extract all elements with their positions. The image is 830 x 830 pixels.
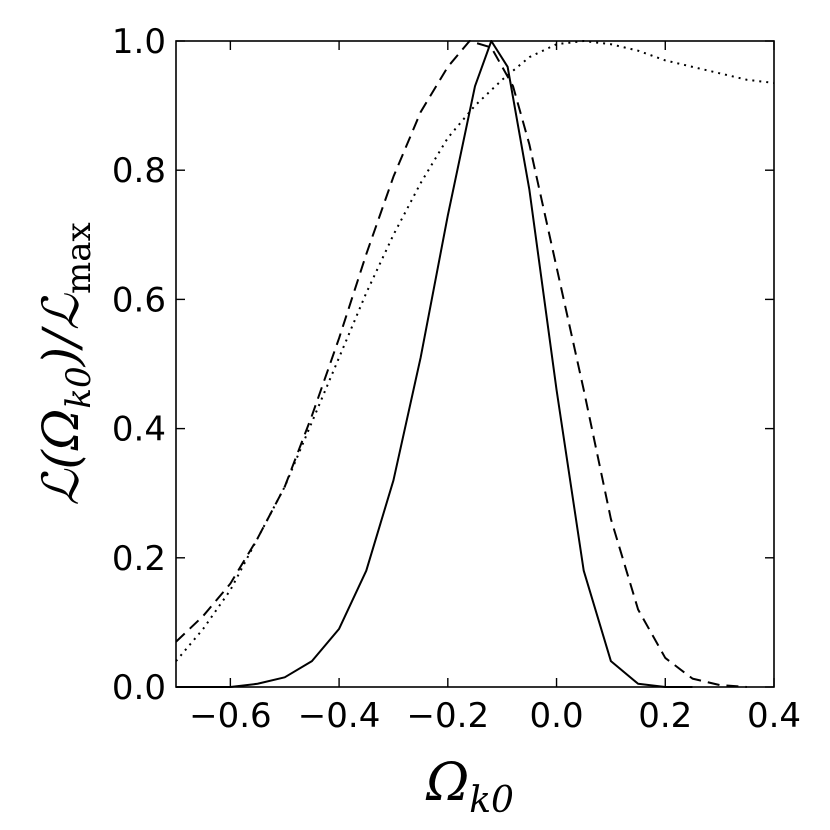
- x-tick-label: −0.6: [189, 696, 272, 736]
- x-tick-label: −0.4: [298, 696, 381, 736]
- y-tick-label: 0.4: [112, 410, 166, 450]
- y-tick-label: 0.0: [112, 668, 166, 708]
- plot-frame: [175, 40, 775, 688]
- x-tick-label: 0.2: [638, 696, 692, 736]
- x-axis-label: Ωk0: [425, 753, 514, 821]
- x-tick-label: 0.4: [747, 696, 801, 736]
- y-tick-label: 1.0: [112, 22, 166, 62]
- x-tick-label: 0.0: [530, 696, 584, 736]
- y-tick-label: 0.2: [112, 539, 166, 579]
- x-tick-label: −0.2: [407, 696, 490, 736]
- series-line-solid: [176, 40, 693, 688]
- y-axis-label: ℒ(Ωk0)/ℒmax: [32, 222, 99, 505]
- y-tick-label: 0.6: [112, 280, 166, 320]
- y-tick-label: 0.8: [112, 151, 166, 191]
- tick-layer: −0.6 −0.4 −0.2 0.0 0.2 0.4 0.0 0.2 0.4 0.6 0.8 1.0: [112, 22, 801, 736]
